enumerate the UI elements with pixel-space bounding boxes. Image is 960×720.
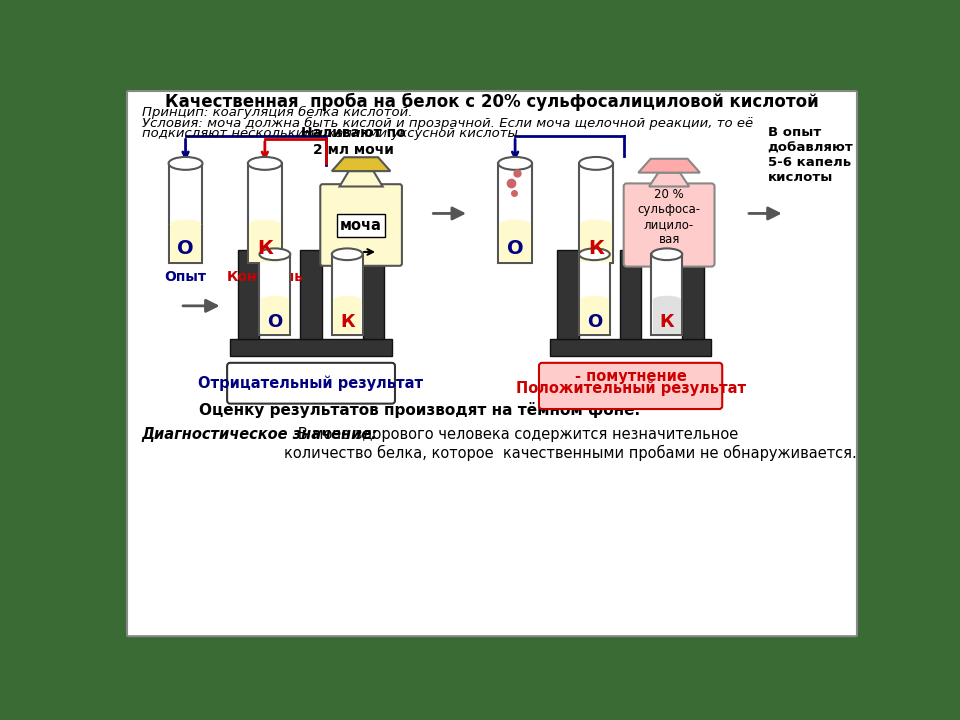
Ellipse shape [498, 157, 532, 170]
Text: В опыт
добавляют
5-6 капель
кислоты: В опыт добавляют 5-6 капель кислоты [768, 127, 853, 184]
FancyBboxPatch shape [127, 91, 857, 636]
Ellipse shape [249, 220, 280, 229]
Ellipse shape [579, 248, 610, 260]
Text: Отрицательный результат: Отрицательный результат [199, 375, 423, 390]
Ellipse shape [652, 248, 683, 260]
Ellipse shape [580, 220, 612, 229]
Text: 20 %
сульфоса-
лицило-
вая
к-та: 20 % сульфоса- лицило- вая к-та [637, 189, 701, 261]
Bar [653, 300, 681, 334]
FancyBboxPatch shape [228, 363, 395, 404]
Text: В моче здорового человека содержится незначительное
количество белка, которое  к: В моче здорового человека содержится нез… [284, 427, 857, 461]
Text: Качественная  проба на белок с 20% сульфосалициловой кислотой: Качественная проба на белок с 20% сульфо… [165, 93, 819, 111]
Bar [170, 225, 202, 262]
Text: Принцип: коагуляция белка кислотой.: Принцип: коагуляция белка кислотой. [142, 106, 412, 119]
Text: - помутнение: - помутнение [575, 369, 686, 384]
Bar [550, 339, 711, 356]
Ellipse shape [579, 157, 612, 170]
Bar [558, 251, 579, 339]
Text: моча: моча [340, 218, 382, 233]
Text: К: К [588, 239, 604, 258]
Ellipse shape [248, 157, 282, 170]
Bar [169, 163, 203, 264]
Text: Оценку результатов производят на тёмном фоне.: Оценку результатов производят на тёмном … [200, 402, 640, 418]
Text: О: О [587, 312, 602, 330]
Polygon shape [340, 171, 383, 186]
Text: Наливают по
2 мл мочи: Наливают по 2 мл мочи [301, 127, 406, 157]
Bar [683, 251, 704, 339]
Ellipse shape [259, 248, 290, 260]
Text: О: О [178, 239, 194, 258]
FancyBboxPatch shape [539, 363, 722, 409]
Bar [499, 225, 531, 262]
Polygon shape [638, 159, 700, 173]
Bar [248, 163, 282, 264]
Bar [333, 300, 362, 334]
Bar [230, 339, 392, 356]
Ellipse shape [580, 296, 609, 305]
Polygon shape [649, 173, 689, 186]
Bar [300, 251, 322, 339]
Bar [620, 251, 641, 339]
Text: К: К [257, 239, 273, 258]
Ellipse shape [333, 296, 362, 305]
Text: Опыт: Опыт [164, 270, 206, 284]
Ellipse shape [499, 220, 531, 229]
Text: Положительный результат: Положительный результат [516, 380, 746, 396]
FancyBboxPatch shape [337, 215, 385, 238]
Bar [332, 254, 363, 335]
Bar [363, 251, 384, 339]
Bar [260, 300, 289, 334]
Polygon shape [332, 157, 391, 171]
FancyBboxPatch shape [321, 184, 402, 266]
Bar [249, 225, 280, 262]
Bar [259, 254, 290, 335]
Bar [580, 225, 612, 262]
Bar [498, 163, 532, 264]
Ellipse shape [169, 157, 203, 170]
Bar [579, 254, 610, 335]
FancyBboxPatch shape [624, 184, 714, 266]
Text: О: О [267, 312, 282, 330]
Ellipse shape [260, 296, 289, 305]
Text: Контроль: Контроль [227, 270, 303, 284]
Bar [580, 300, 609, 334]
Text: К: К [660, 312, 674, 330]
Ellipse shape [332, 248, 363, 260]
Text: Условия: моча должна быть кислой и прозрачной. Если моча щелочной реакции, то её: Условия: моча должна быть кислой и прозр… [142, 117, 753, 130]
Bar [238, 251, 259, 339]
Ellipse shape [170, 220, 202, 229]
Bar [579, 163, 612, 264]
Text: Диагностическое значение:: Диагностическое значение: [142, 427, 378, 442]
Bar [652, 254, 683, 335]
Text: К: К [340, 312, 354, 330]
Text: О: О [507, 239, 523, 258]
Text: подкисляют несколькими каплями уксусной кислоты.: подкисляют несколькими каплями уксусной … [142, 127, 522, 140]
Ellipse shape [653, 296, 681, 305]
